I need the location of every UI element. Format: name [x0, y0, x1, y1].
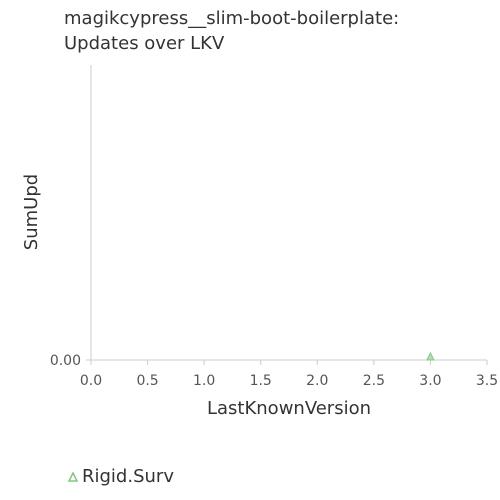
chart-title-line-2: Updates over LKV [64, 33, 225, 54]
x-tick-label: 2.5 [363, 373, 385, 389]
x-tick-label: 3.5 [476, 373, 498, 389]
data-point-triangle [426, 351, 435, 361]
x-tick-label: 2.0 [306, 373, 328, 389]
legend-marker-triangle-icon [68, 471, 78, 482]
y-axis-title: SumUpd [21, 174, 42, 250]
x-tick-label: 3.0 [419, 373, 441, 389]
legend: Rigid.Surv [68, 466, 174, 487]
axes [90, 65, 487, 361]
x-tick-label: 1.0 [193, 373, 215, 389]
chart-title: magikcypress__slim-boot-boilerplate: Upd… [64, 6, 399, 56]
x-tick-label: 0.5 [136, 373, 158, 389]
x-tick-label: 0.0 [80, 373, 102, 389]
x-ticks: 0.0 0.5 1.0 1.5 2.0 2.5 3.0 3.5 [80, 360, 498, 389]
data-marks [426, 351, 435, 361]
x-axis-title: LastKnownVersion [207, 398, 371, 419]
y-ticks: 0.00 [50, 353, 91, 369]
y-tick-label: 0.00 [50, 353, 81, 369]
x-tick-label: 1.5 [250, 373, 272, 389]
legend-label: Rigid.Surv [82, 466, 174, 487]
chart-title-line-1: magikcypress__slim-boot-boilerplate: [64, 8, 400, 29]
